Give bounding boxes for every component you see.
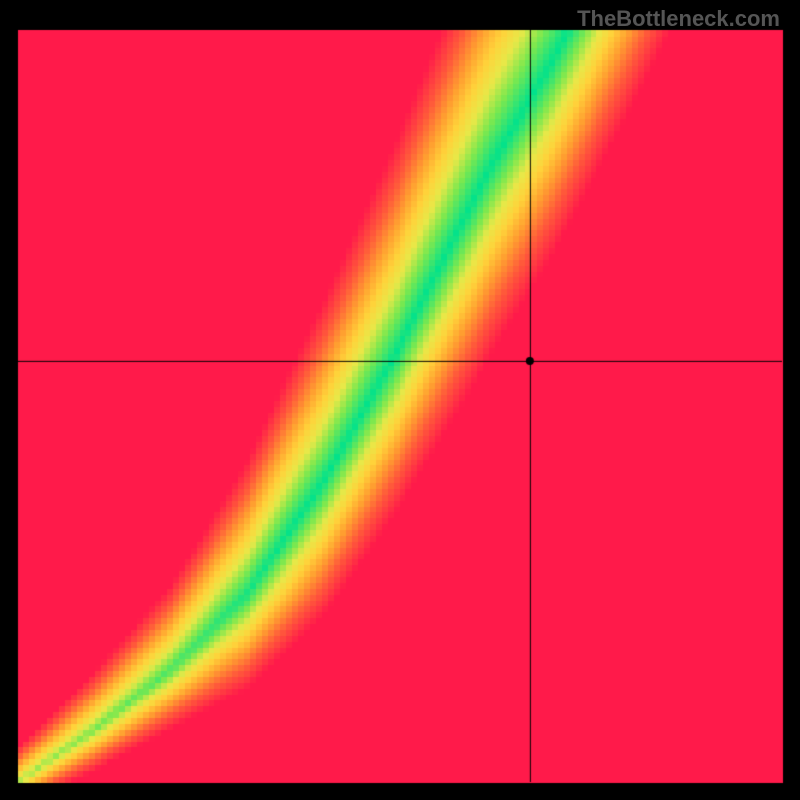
bottleneck-heatmap: [0, 0, 800, 800]
chart-container: TheBottleneck.com: [0, 0, 800, 800]
watermark-text: TheBottleneck.com: [577, 6, 780, 32]
